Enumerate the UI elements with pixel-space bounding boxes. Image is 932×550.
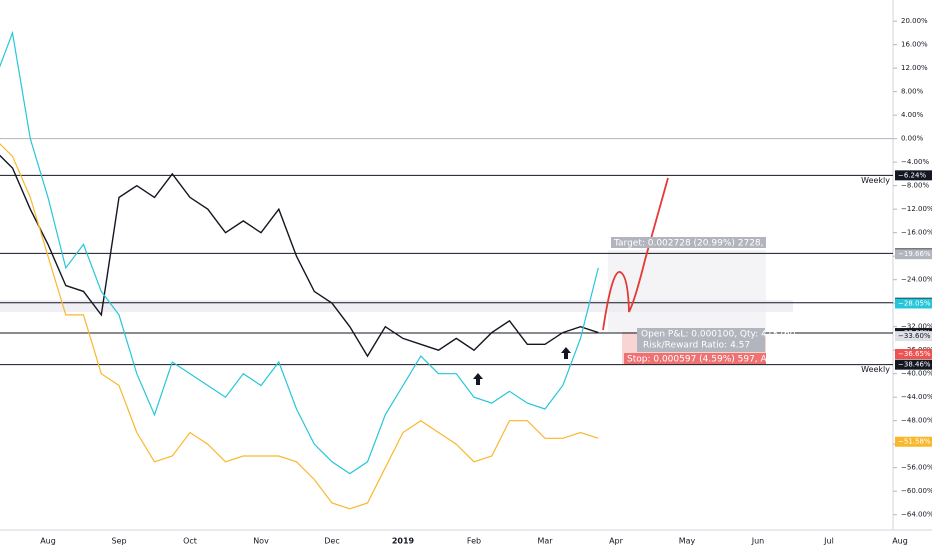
x-tick-label: Aug [892,537,908,546]
price-label: −36.65% [898,350,931,358]
x-tick-label: Sep [111,537,126,546]
y-tick-label: 8.00% [901,88,924,96]
price-tag [895,298,932,309]
y-tick-label: −8.00% [901,182,929,190]
y-tick-label: −44.00% [901,393,932,401]
arrow [473,373,483,385]
stop-box [624,353,766,364]
y-tick-label: −40.00% [901,370,932,378]
stop-text: Stop: 0.000597 (4.59%) 597, Amount: 750 [627,355,819,365]
x-tick-label: May [679,537,696,546]
x-tick-label: 2019 [392,537,415,546]
y-tick-label: −64.00% [901,511,932,519]
target-box [611,237,766,248]
y-tick-label: −12.00% [901,205,932,213]
y-tick-label: −4.00% [901,158,929,166]
ratio-text: Risk/Reward Ratio: 4.57 [643,341,750,351]
price-tag [895,249,932,260]
price-label: −28.05% [898,299,931,307]
y-tick-label: −60.00% [901,487,932,495]
level-tag [895,359,932,370]
level-note: Weekly [861,365,890,374]
price-tag [895,436,932,447]
price-tag [895,349,932,360]
price-label: −19.66% [898,250,931,258]
y-tick-label: −24.00% [901,276,932,284]
y-tick-label: −48.00% [901,417,932,425]
y-tick-label: 12.00% [901,64,928,72]
y-tick-label: −16.00% [901,229,932,237]
series-line [0,30,599,475]
series-line [0,143,599,510]
x-tick-label: Mar [537,537,553,546]
y-tick-label: 0.00% [901,135,924,143]
x-tick-label: Nov [253,537,269,546]
y-tick-label: −32.00% [901,323,932,331]
target-zone [608,250,766,332]
y-tick-label: 4.00% [901,111,924,119]
level-label: −6.24% [898,171,926,179]
target-text: Target: 0.002728 (20.99%) 2728, Amount: … [613,239,845,249]
level-note: Weekly [861,176,890,185]
price-tag [895,331,932,342]
y-tick-label: 16.00% [901,41,928,49]
x-tick-label: Jul [823,537,834,546]
projection [602,177,669,331]
y-tick-label: 20.00% [901,17,928,25]
marks: 20.00% 16.00% 12.00% 8.00% 4.00% 0.00% −4.00% −… [0,17,932,546]
x-tick-label: Aug [40,537,56,546]
x-tick-label: Apr [609,537,624,546]
open-box [637,328,765,352]
x-tick-label: Dec [324,537,339,546]
price-label: −33.60% [898,332,931,340]
level-tag [895,170,932,181]
series-line [0,154,599,358]
x-tick-label: Jun [751,537,765,546]
arrow [561,347,571,359]
x-tick-label: Oct [183,537,197,546]
open-text: Open P&L: 0.000100, Qty: 418760 [641,330,796,340]
x-tick-label: Feb [467,537,481,546]
price-label: −51.58% [898,438,931,446]
y-tick-label: −56.00% [901,464,932,472]
level-label: −38.46% [898,361,931,369]
